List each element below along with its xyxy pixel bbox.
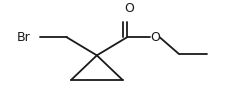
Text: O: O (149, 31, 159, 44)
Text: Br: Br (16, 31, 30, 44)
Text: O: O (124, 2, 133, 15)
